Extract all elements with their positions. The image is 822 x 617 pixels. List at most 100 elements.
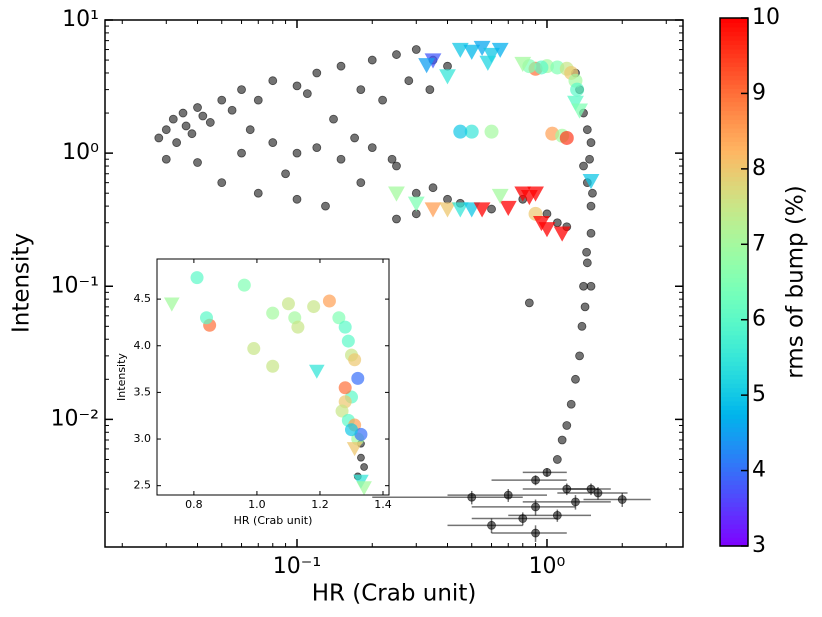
colored-point	[190, 271, 204, 285]
colored-point	[291, 320, 305, 334]
point	[227, 105, 237, 115]
point	[593, 488, 603, 498]
point	[187, 129, 197, 139]
colorbar-step	[720, 260, 748, 265]
y-tick-label: 10⁻²	[51, 406, 99, 431]
colorbar-step	[720, 158, 748, 164]
colorbar-step	[720, 343, 748, 349]
colored-point	[341, 334, 355, 348]
point	[357, 453, 365, 462]
point	[487, 520, 496, 530]
colorbar-step	[720, 515, 748, 521]
colorbar-step	[720, 440, 748, 446]
colorbar-step	[720, 488, 748, 494]
triangle-marker	[571, 103, 588, 119]
colorbar-step	[720, 383, 748, 389]
colorbar-step	[720, 31, 748, 37]
colorbar-step	[720, 493, 748, 499]
colorbar-step	[720, 84, 748, 89]
colored-point	[570, 82, 585, 97]
point	[571, 374, 580, 384]
colorbar-step	[720, 348, 748, 353]
point	[542, 467, 552, 477]
y-axis-label: Intensity	[9, 233, 35, 333]
colorbar-step	[720, 106, 748, 111]
colorbar-step	[720, 141, 748, 147]
colorbar-step	[720, 317, 748, 323]
point	[588, 188, 597, 198]
point	[404, 76, 414, 86]
colorbar-step	[720, 97, 748, 103]
point	[617, 495, 627, 504]
colorbar-step	[720, 365, 748, 371]
colorbar-step	[720, 378, 748, 384]
x-tick-label: 10⁻¹	[273, 554, 321, 579]
colorbar-step	[720, 405, 748, 411]
colorbar-step	[720, 66, 748, 72]
colorbar-step	[720, 238, 748, 243]
colorbar-step	[720, 295, 748, 301]
colorbar-step	[720, 220, 748, 226]
colorbar-step	[720, 484, 748, 490]
colorbar-tick-label: 10	[752, 5, 780, 30]
colorbar-step	[720, 189, 748, 195]
colorbar-step	[720, 321, 748, 327]
point	[531, 502, 540, 512]
point	[193, 158, 202, 167]
point	[571, 497, 580, 507]
inset-background	[157, 259, 389, 495]
plot-frame	[156, 258, 390, 496]
colorbar-step	[720, 286, 748, 292]
colorbar-step	[720, 480, 748, 485]
point	[552, 455, 562, 464]
colorbar-step	[720, 326, 748, 331]
point	[411, 45, 421, 54]
point	[425, 85, 435, 95]
y-tick-label: 2.5	[134, 479, 152, 492]
point	[356, 85, 366, 95]
triangle-marker	[346, 442, 363, 457]
colorbar-step	[720, 449, 748, 455]
point	[411, 188, 421, 198]
point	[181, 121, 191, 131]
colored-point	[338, 320, 352, 334]
colorbar-step	[720, 537, 748, 543]
colorbar-step	[720, 132, 748, 138]
triangle-marker	[520, 190, 538, 206]
colored-point	[247, 342, 261, 356]
colorbar-step	[720, 290, 748, 296]
point	[237, 85, 246, 95]
point	[253, 95, 263, 105]
point	[245, 125, 255, 135]
point	[217, 95, 227, 105]
colorbar-step	[720, 255, 748, 261]
colorbar-step	[720, 528, 748, 534]
colorbar-step	[720, 330, 748, 336]
point	[552, 511, 562, 520]
colorbar-step	[720, 246, 748, 252]
colorbar-step	[720, 475, 748, 481]
colorbar-step	[720, 506, 748, 512]
colorbar-step	[720, 145, 748, 151]
colorbar-step	[720, 40, 748, 45]
y-tick-label: 10⁻¹	[51, 273, 99, 298]
triangle-marker	[499, 200, 517, 216]
point	[360, 463, 368, 471]
colored-point	[484, 124, 499, 139]
colorbar-step	[720, 510, 748, 516]
triangle-marker	[388, 186, 405, 202]
colorbar-step	[720, 532, 748, 538]
colorbar-tick-label: 7	[752, 231, 766, 256]
colorbar-step	[720, 128, 748, 133]
point	[586, 138, 596, 147]
point	[292, 81, 302, 91]
colorbar-step	[720, 541, 748, 547]
colorbar-tick-label: 9	[752, 80, 766, 105]
colorbar-step	[720, 409, 748, 415]
colorbar-step	[720, 458, 748, 463]
x-tick-label: 1.4	[374, 498, 392, 511]
colored-point	[464, 124, 479, 139]
colorbar-step	[720, 101, 748, 107]
triangle-marker	[439, 69, 456, 85]
colorbar-step	[720, 194, 748, 199]
